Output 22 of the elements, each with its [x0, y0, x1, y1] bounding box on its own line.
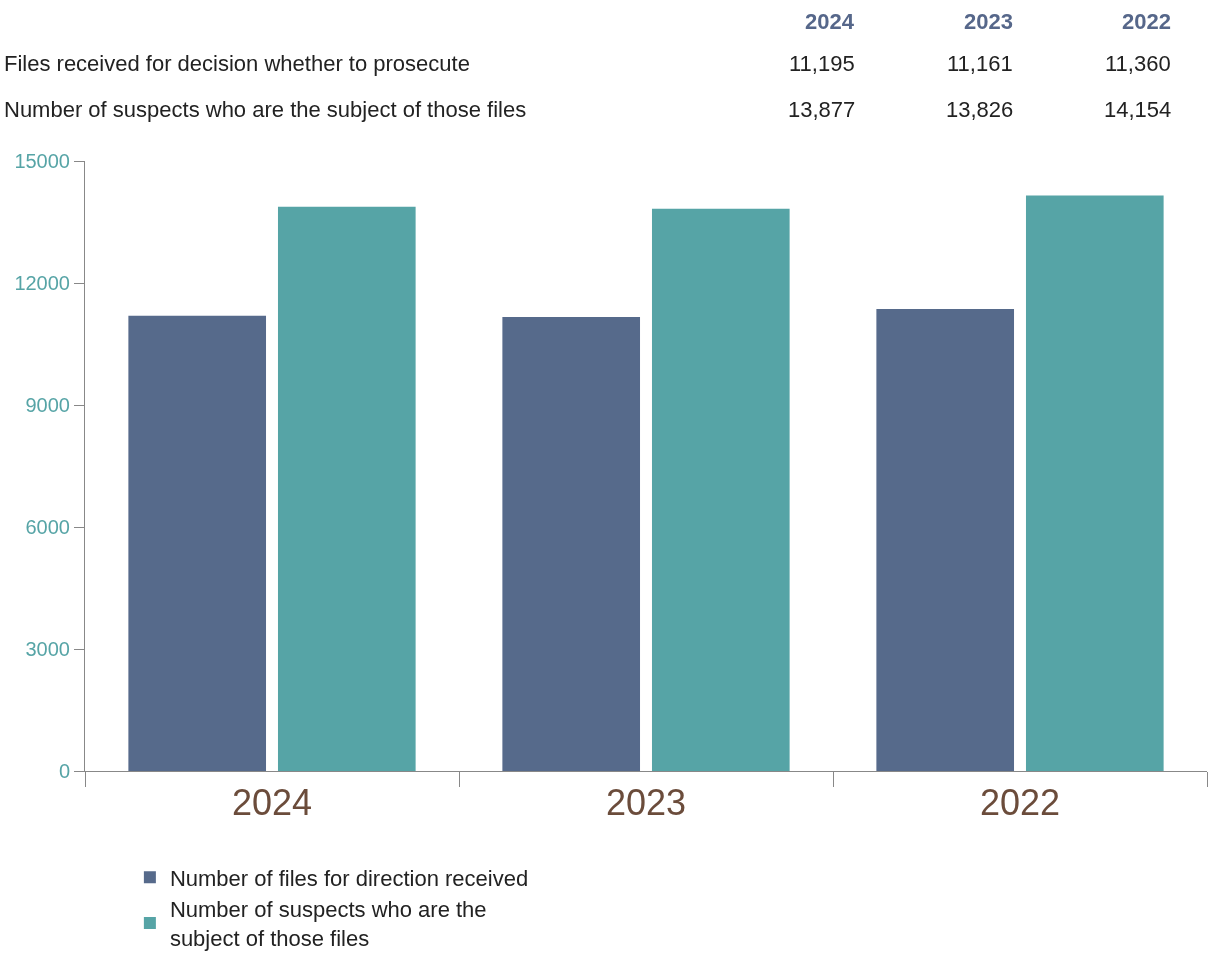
category-label: 2024	[805, 9, 854, 34]
x-tick-label: 2023	[605, 782, 687, 824]
y-tick-label: 12000	[14, 272, 70, 294]
text: Files received for decision whether to prosecute	[4, 51, 470, 76]
y-tick-label: 15000	[14, 150, 70, 172]
y-tick-label: 3000	[25, 638, 70, 660]
y-tick-label: 6000	[25, 516, 70, 538]
text: 11,195	[789, 51, 855, 76]
category-label: 2022	[1122, 9, 1171, 34]
legend-label: Number of files for direction received	[169, 865, 529, 891]
text: 14,154	[1104, 97, 1172, 122]
y-tick-label: 9000	[25, 394, 70, 416]
text: 13,877	[788, 97, 856, 122]
text: 11,161	[947, 51, 1013, 76]
text: 11,360	[1105, 51, 1171, 76]
legend-label: Number of suspects who are the subject of those files	[169, 897, 487, 951]
category-label: 2023	[964, 9, 1013, 34]
x-tick-label: 2024	[231, 782, 313, 824]
y-tick-label: 0	[58, 760, 70, 782]
text: Number of suspects who are the subject of those files	[4, 97, 527, 122]
x-tick-label: 2022	[979, 782, 1061, 824]
text: 13,826	[946, 97, 1014, 122]
